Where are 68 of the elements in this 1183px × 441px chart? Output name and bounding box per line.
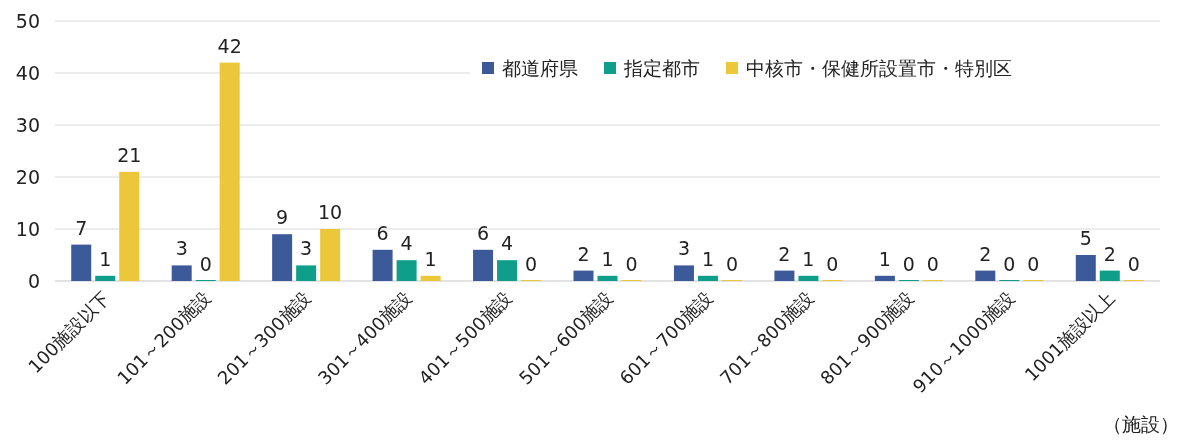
y-tick-label: 20 <box>15 166 40 188</box>
bar <box>874 275 895 281</box>
legend-label: 指定都市 <box>623 57 700 79</box>
bar <box>573 270 594 281</box>
bar <box>71 244 92 281</box>
data-label: 42 <box>217 34 242 57</box>
bar <box>420 275 441 281</box>
data-label: 4 <box>501 232 514 255</box>
y-tick-label: 30 <box>15 114 40 136</box>
legend-label: 都道府県 <box>502 57 578 79</box>
text: （施設） <box>1103 413 1179 435</box>
bar <box>497 260 518 281</box>
data-label: 3 <box>300 237 313 260</box>
data-label: 0 <box>926 253 939 275</box>
data-label: 6 <box>477 221 490 244</box>
data-label: 3 <box>175 237 188 260</box>
bar <box>272 234 293 281</box>
data-label: 0 <box>1003 253 1016 275</box>
y-tick-label: 40 <box>15 62 40 84</box>
bar <box>673 265 694 281</box>
data-label: 6 <box>376 221 389 244</box>
bar <box>975 270 996 281</box>
data-label: 4 <box>400 232 413 255</box>
data-label: 0 <box>725 253 738 275</box>
bar <box>320 229 341 281</box>
data-label: 0 <box>1027 253 1040 275</box>
x-tick-label: 501～600施設 <box>514 286 617 389</box>
data-label: 1 <box>99 247 112 270</box>
x-tick-label: 301～400施設 <box>313 286 416 389</box>
data-label: 3 <box>677 237 690 260</box>
bar <box>1075 255 1096 281</box>
bar <box>473 249 494 281</box>
data-label: 1 <box>802 247 815 270</box>
y-tick-label: 0 <box>27 270 40 292</box>
data-label: 5 <box>1079 227 1092 249</box>
data-label: 2 <box>1103 242 1116 265</box>
data-label: 1 <box>878 247 891 270</box>
bar <box>1099 270 1120 281</box>
data-label: 2 <box>979 242 992 265</box>
bar <box>95 275 116 281</box>
data-label: 2 <box>577 242 590 265</box>
data-label: 10 <box>318 201 343 223</box>
data-label: 2 <box>778 242 791 265</box>
bar <box>396 260 417 281</box>
data-label: 0 <box>902 253 915 275</box>
data-label: 9 <box>276 206 289 229</box>
data-label: 1 <box>601 247 614 270</box>
data-label: 7 <box>75 216 88 239</box>
data-label: 1 <box>424 247 437 270</box>
data-label: 0 <box>826 253 839 275</box>
data-label: 0 <box>525 253 538 275</box>
data-label: 1 <box>701 247 714 270</box>
bar <box>697 275 718 281</box>
bar <box>798 275 819 281</box>
y-tick-label: 50 <box>15 10 40 32</box>
bar <box>171 265 192 281</box>
data-label: 21 <box>117 143 142 166</box>
data-label: 0 <box>1127 253 1140 275</box>
bar <box>372 249 393 281</box>
bar <box>774 270 795 281</box>
bar <box>597 275 618 281</box>
bar <box>219 62 240 281</box>
data-label: 0 <box>199 253 212 275</box>
data-label: 0 <box>625 253 638 275</box>
legend-label: 中核市・保健所設置市・特別区 <box>746 57 1012 79</box>
bar <box>119 171 140 281</box>
y-tick-label: 10 <box>15 218 40 240</box>
bar <box>296 265 317 281</box>
